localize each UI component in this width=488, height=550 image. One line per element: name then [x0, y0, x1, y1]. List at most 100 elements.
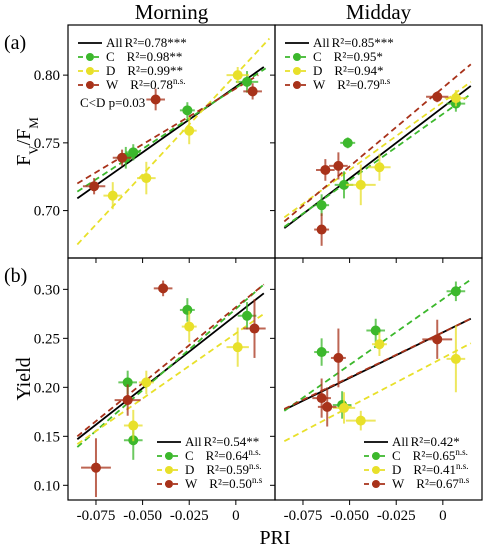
y-tick-label: 0.25: [34, 331, 60, 347]
y-axis-label-part: V: [26, 145, 41, 155]
legend-stat: R²=0.85: [332, 35, 375, 50]
fit-line: [76, 283, 265, 448]
panel-title: Morning: [135, 0, 209, 24]
legend-marker: [293, 81, 301, 89]
y-axis-label: FV/FM: [13, 117, 41, 166]
point: [322, 401, 333, 412]
legend-stat: R²=0.67: [416, 476, 459, 491]
legend-label: D R²=0.41n.s.: [392, 461, 469, 477]
x-tick-label: -0.075: [77, 508, 116, 524]
legend-sig: **: [170, 63, 183, 78]
legend-name: D: [106, 63, 115, 78]
plot-area: [76, 37, 271, 246]
legend-name: All: [313, 35, 330, 50]
legend-label: D R²=0.94*: [313, 63, 384, 78]
point: [90, 462, 101, 473]
legend-sig: n.s: [380, 76, 391, 86]
legend-stat: R²=0.95: [334, 49, 377, 64]
x-tick-label: -0.050: [123, 508, 162, 524]
legend-sig: n.s.: [455, 447, 468, 457]
point: [450, 93, 461, 104]
point: [141, 173, 152, 184]
fit-line: [76, 66, 265, 200]
legend-marker: [165, 452, 173, 460]
legend-name: W: [392, 476, 405, 491]
x-tick-label: -0.075: [284, 508, 323, 524]
y-tick-label: 0.15: [34, 429, 60, 445]
legend-label: All R²=0.78***: [106, 35, 187, 50]
point: [158, 283, 169, 294]
legend-label: D R²=0.99**: [106, 63, 183, 78]
legend-label: C R²=0.98**: [106, 49, 182, 64]
x-axis-label: PRI: [259, 527, 290, 549]
legend-name: All: [185, 434, 202, 449]
fit-line: [76, 283, 265, 438]
legend-sig: n.s.: [173, 76, 186, 86]
legend-sig: n.s: [252, 475, 263, 485]
legend-label: All R²=0.42*: [392, 434, 460, 449]
legend-name: C: [185, 448, 194, 463]
legend-label: W R²=0.50n.s: [185, 475, 263, 491]
y-tick-label: 0.20: [34, 380, 60, 396]
point: [141, 377, 152, 388]
point: [355, 415, 366, 426]
panel-label: (a): [4, 32, 26, 54]
legend-sig: **: [169, 49, 182, 64]
legend-sig: n.s.: [456, 461, 469, 471]
legend-marker: [165, 466, 173, 474]
fit-line: [283, 342, 472, 443]
point: [232, 342, 243, 353]
point: [184, 321, 195, 332]
point: [242, 310, 253, 321]
y-tick-label: 0.70: [34, 204, 60, 220]
point: [333, 352, 344, 363]
legend-name: C: [106, 49, 115, 64]
point: [128, 420, 139, 431]
legend-name: All: [106, 35, 123, 50]
legend-marker: [293, 53, 301, 61]
x-tick-label: 0: [439, 508, 447, 524]
point: [370, 325, 381, 336]
fit-line: [283, 63, 472, 223]
point: [339, 402, 349, 413]
legend-sig: n.s.: [248, 447, 261, 457]
legend-label: All R²=0.54**: [185, 434, 259, 449]
y-tick-label: 0.80: [34, 68, 60, 84]
point: [184, 125, 195, 136]
point: [316, 224, 327, 235]
x-tick-label: -0.025: [377, 508, 416, 524]
point: [333, 160, 344, 171]
plot-frame: [274, 257, 483, 501]
point: [89, 181, 100, 192]
point: [320, 164, 331, 175]
legend-stat: R²=0.79: [337, 77, 380, 92]
panel-title: Midday: [346, 0, 412, 24]
legend-sig: *: [377, 63, 384, 78]
fit-line: [76, 67, 267, 193]
fit-line: [283, 81, 472, 219]
x-tick-label: -0.050: [330, 508, 369, 524]
legend-name: D: [185, 462, 194, 477]
y-axis-label: Yield: [13, 357, 35, 400]
plot-area: [283, 278, 472, 443]
point: [316, 347, 327, 358]
legend-name: C: [313, 49, 322, 64]
legend-label: C R²=0.95*: [313, 49, 383, 64]
point: [316, 393, 327, 404]
legend-stat: R²=0.78: [125, 35, 168, 50]
point: [339, 179, 349, 190]
legend-name: D: [313, 63, 322, 78]
point: [182, 105, 193, 116]
legend-stat: R²=0.50: [209, 476, 252, 491]
legend-stat: R²=0.64: [206, 448, 249, 463]
y-tick-label: 0.75: [34, 136, 60, 152]
annotation: C<D p=0.03: [80, 95, 145, 110]
legend-label: C R²=0.65n.s.: [392, 447, 468, 463]
x-tick-label: 0: [232, 508, 240, 524]
legend-stat: R²=0.42: [411, 434, 454, 449]
fit-line: [283, 317, 472, 410]
legend-stat: R²=0.59: [206, 462, 249, 477]
point: [247, 86, 258, 97]
fit-line: [76, 313, 265, 445]
point: [355, 179, 366, 190]
